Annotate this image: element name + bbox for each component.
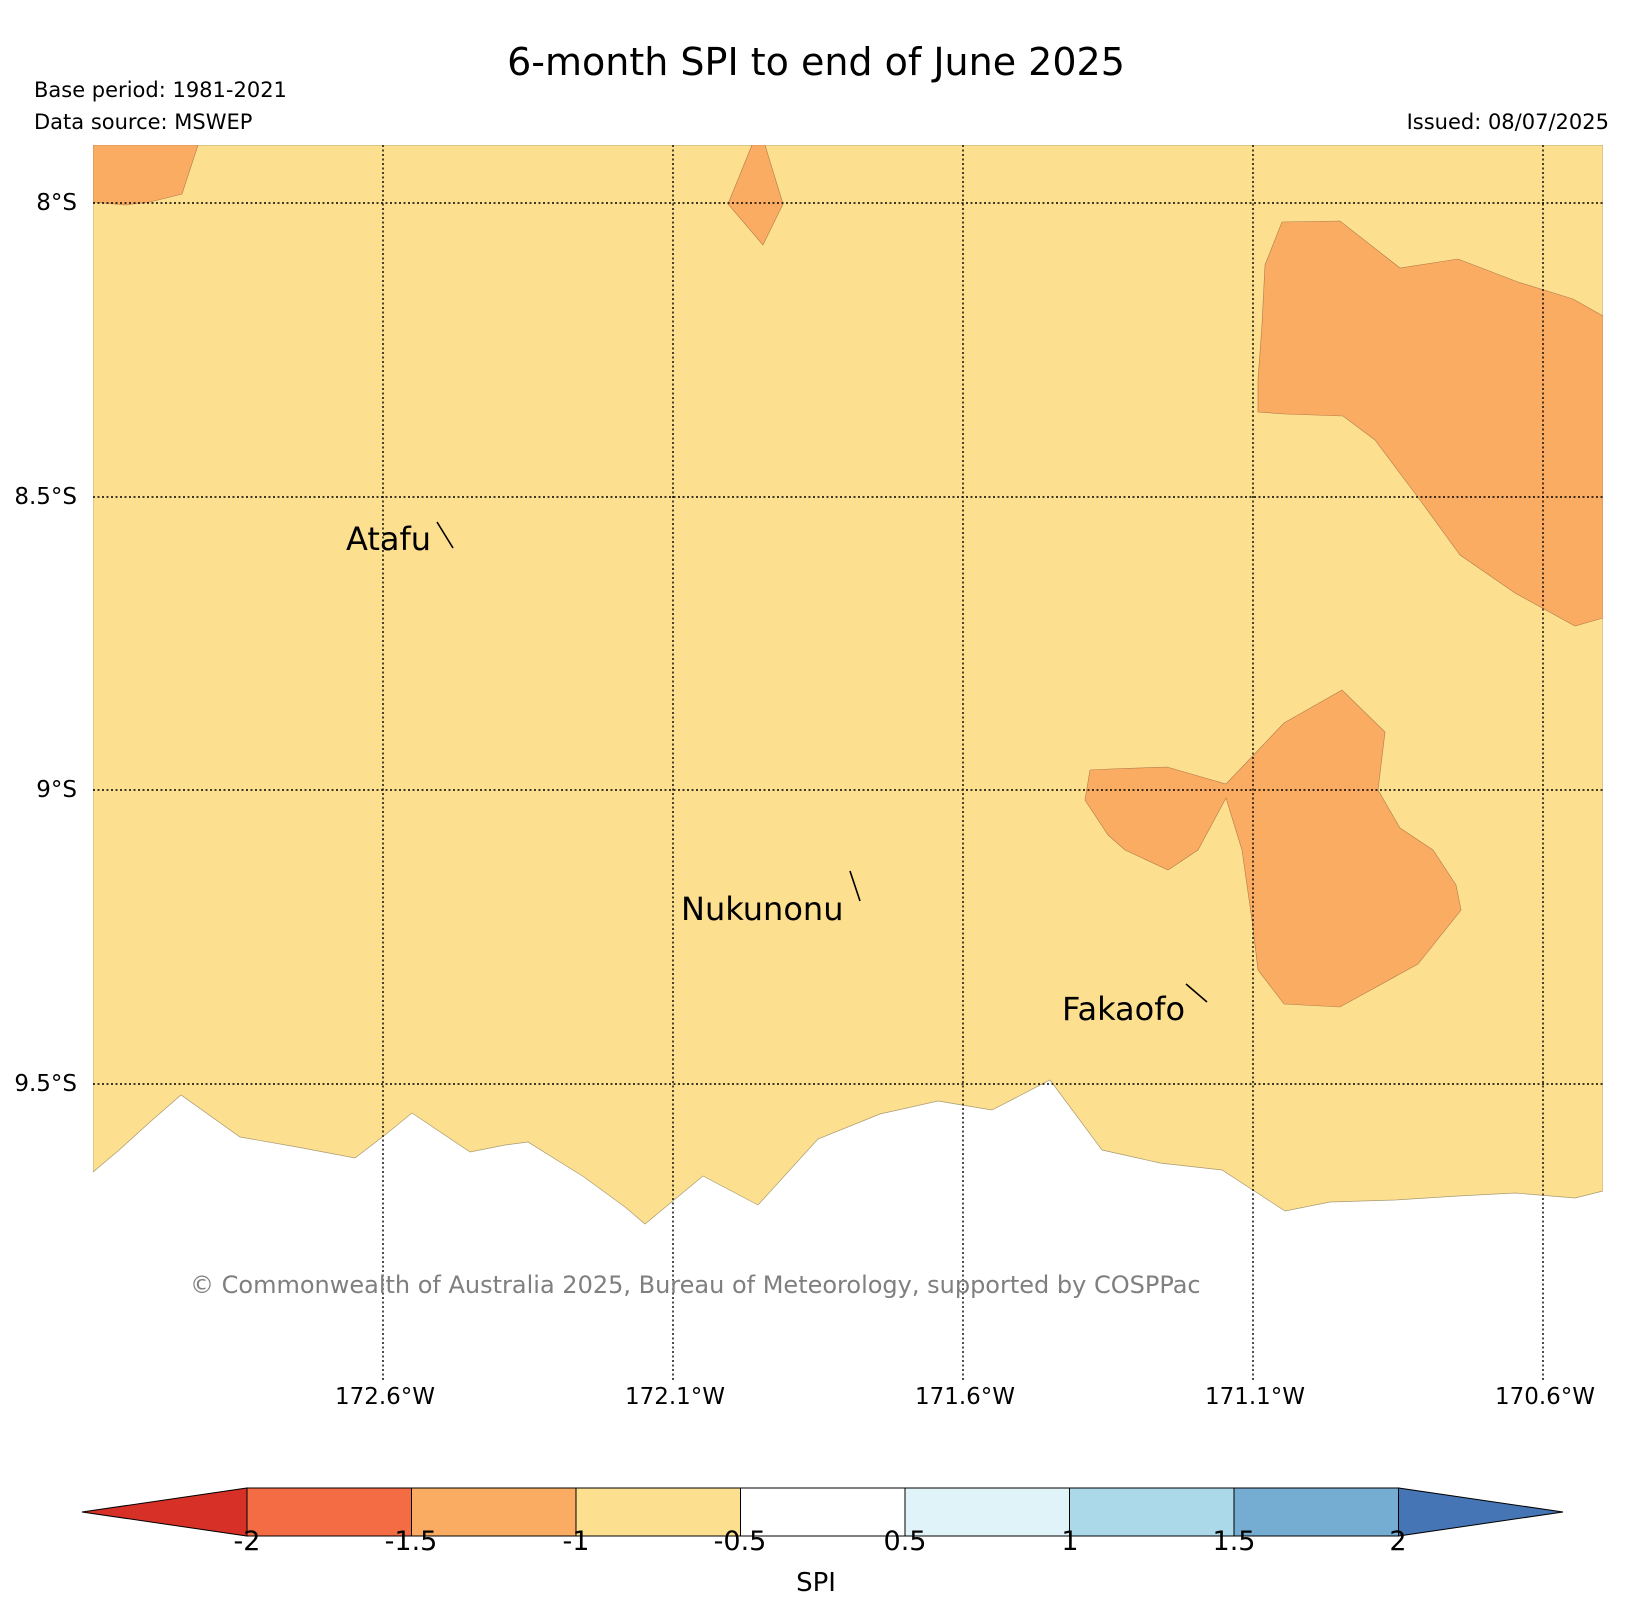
spi-region-dry-northwest — [93, 145, 199, 206]
place-label-nukunonu: Nukunonu — [681, 890, 844, 928]
colorbar-tick: -1.5 — [384, 1526, 438, 1557]
graticule — [93, 145, 1603, 1380]
colorbar-tick: -0.5 — [713, 1526, 767, 1557]
issued-date-text: Issued: 08/07/2025 — [1406, 110, 1609, 134]
lon-label-171-1w: 171.1°W — [1204, 1384, 1306, 1410]
colorbar-tick: -1 — [562, 1526, 590, 1557]
spi-region-dry-northeast — [1257, 220, 1603, 627]
place-label-atafu: Atafu — [346, 520, 432, 558]
lat-label-8s: 8°S — [36, 190, 77, 216]
nukunonu-marker — [849, 870, 861, 902]
base-period-text: Base period: 1981-2021 — [34, 78, 287, 102]
lon-label-172-6w: 172.6°W — [334, 1384, 436, 1410]
lat-label-9-5s: 9.5°S — [14, 1071, 77, 1097]
place-label-fakaofo: Fakaofo — [1062, 990, 1186, 1028]
atoll-markers — [436, 521, 1208, 1003]
colorbar-tick: -2 — [233, 1526, 261, 1557]
colorbar-label: SPI — [796, 1568, 836, 1598]
lat-label-9s: 9°S — [36, 777, 77, 803]
colorbar-extend-low — [81, 1487, 248, 1537]
spi-colorbar — [81, 1487, 1564, 1537]
spi-region-moderate-dry — [93, 145, 1603, 1225]
colorbar-tick: 1 — [1061, 1526, 1079, 1557]
colorbar-extend-high — [1398, 1487, 1564, 1537]
lon-label-172-1w: 172.1°W — [624, 1384, 726, 1410]
spi-region-dry-southeast — [1084, 689, 1462, 1008]
fakaofo-marker — [1185, 983, 1208, 1003]
spi-region-dry-north — [727, 145, 784, 246]
lon-label-171-6w: 171.6°W — [914, 1384, 1016, 1410]
lon-label-170-6w: 170.6°W — [1494, 1384, 1596, 1410]
map-title: 6-month SPI to end of June 2025 — [507, 40, 1125, 84]
lat-label-8-5s: 8.5°S — [14, 484, 77, 510]
atafu-marker — [436, 521, 454, 549]
copyright-notice: © Commonwealth of Australia 2025, Bureau… — [190, 1271, 1201, 1299]
colorbar-tick: 2 — [1389, 1526, 1407, 1557]
colorbar-tick: 0.5 — [883, 1526, 927, 1557]
colorbar-tick: 1.5 — [1212, 1526, 1256, 1557]
data-source-text: Data source: MSWEP — [34, 110, 253, 134]
